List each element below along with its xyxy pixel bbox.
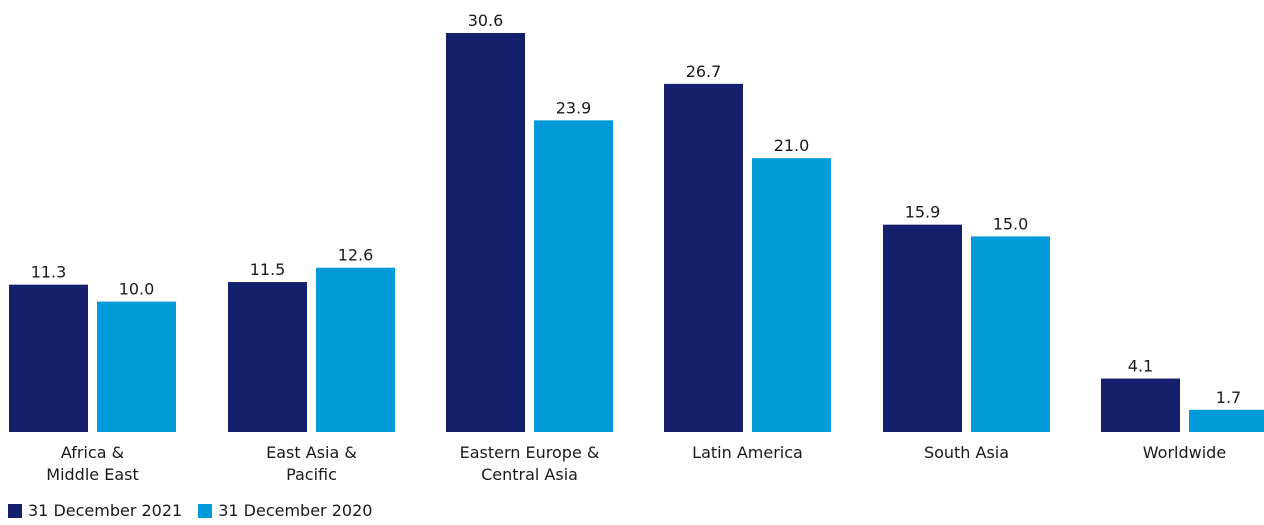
value-label-2021-3: 26.7 [686,62,722,81]
value-label-2020-1: 12.6 [338,246,374,265]
bar-2020-3 [752,158,831,433]
value-label-2020-4: 15.0 [993,214,1029,233]
bar-2020-0 [97,301,176,432]
bar-2021-0 [9,284,88,432]
legend-label-2021: 31 December 2021 [28,501,183,520]
legend-item-2020: 31 December 2020 [198,501,372,520]
bar-2020-1 [316,267,395,432]
bar-2021-2 [446,33,525,432]
category-label-4: South Asia [924,443,1009,462]
value-label-2021-1: 11.5 [250,260,286,279]
legend-label-2020: 31 December 2020 [218,501,373,520]
bar-2020-2 [534,120,613,433]
bar-2021-5 [1101,378,1180,432]
bar-2021-4 [883,224,962,432]
category-label-3: Latin America [692,443,803,462]
category-label-0: Africa & Middle East [46,443,138,484]
bar-2020-5 [1189,409,1264,432]
value-label-2020-2: 23.9 [556,98,592,117]
bar-2021-1 [228,282,307,432]
category-label-2: Eastern Europe & Central Asia [460,443,600,484]
category-label-1: East Asia & Pacific [266,443,357,484]
value-label-2021-4: 15.9 [905,203,941,222]
value-label-2021-5: 4.1 [1128,357,1153,376]
value-label-2020-0: 10.0 [119,280,155,299]
legend-swatch-2021 [8,503,22,518]
value-label-2021-2: 30.6 [468,11,504,30]
value-label-2020-3: 21.0 [774,136,810,155]
value-label-2021-0: 11.3 [31,263,67,282]
bar-2020-4 [971,236,1050,432]
value-label-2020-5: 1.7 [1216,388,1241,407]
category-label-5: Worldwide [1143,443,1226,462]
legend-item-2021: 31 December 2021 [8,501,182,520]
legend: 31 December 2021 31 December 2020 [8,501,388,520]
bar-chart: 11.3 10.0 Africa & Middle East 11.5 12.6 East … [9,11,1264,484]
bar-2021-3 [664,83,743,433]
legend-swatch-2020 [198,503,213,518]
